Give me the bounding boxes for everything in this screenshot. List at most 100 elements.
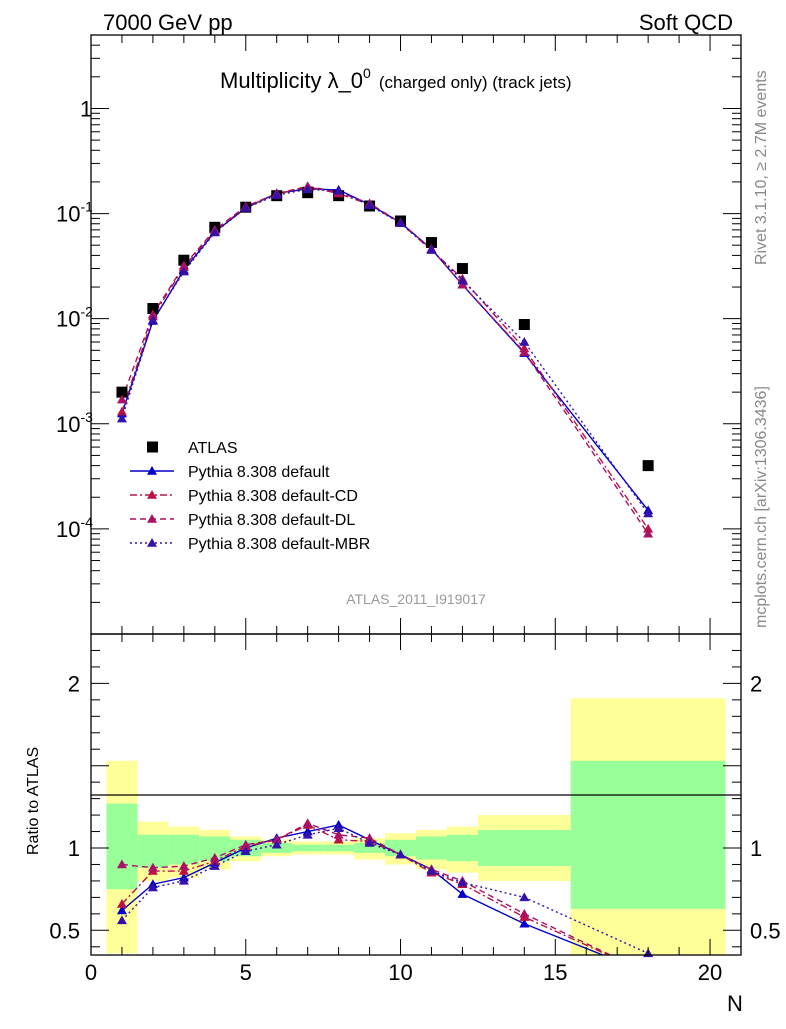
pythia-8-308-default-dl-ratio-marker bbox=[209, 852, 220, 862]
main-series-markers bbox=[116, 181, 654, 538]
pythia-8-308-default-cd-ratio-line bbox=[121, 824, 610, 955]
ratio-series-lines bbox=[121, 822, 649, 955]
ratio-y-tick-label-right: 0.5 bbox=[750, 918, 781, 943]
pythia-8-308-default-mbr-line bbox=[121, 188, 649, 514]
pythia-8-308-default-dl-ratio-marker bbox=[147, 862, 158, 872]
pythia-8-308-default-mbr-marker bbox=[457, 275, 468, 285]
main-panel: 10-4 10-3 10-2 10-1 1 bbox=[56, 34, 742, 635]
ratio-axis-ticks bbox=[90, 633, 742, 955]
atlas-marker bbox=[178, 254, 190, 266]
pythia-8-308-default-mbr-marker bbox=[643, 508, 654, 518]
pythia-8-308-default-mbr-ratio-marker bbox=[271, 839, 282, 849]
pythia-8-308-default-mbr-marker bbox=[395, 218, 406, 227]
ratio-band-inner bbox=[446, 834, 478, 862]
title-subtext: (charged only) (track jets) bbox=[379, 73, 572, 92]
pythia-8-308-default-mbr-marker bbox=[426, 245, 437, 254]
pythia-8-308-default-mbr-marker bbox=[147, 315, 158, 324]
legend: ATLAS Pythia 8.308 default Pythia 8.308 de… bbox=[130, 440, 370, 553]
pythia-8-308-default-ratio-line bbox=[121, 824, 605, 955]
pythia-8-308-default-ratio-marker bbox=[457, 889, 468, 898]
pythia-8-308-default-mbr-ratio-marker bbox=[364, 838, 375, 847]
pythia-8-308-default-dl-ratio-marker bbox=[271, 834, 282, 844]
pythia-8-308-default-dl-marker bbox=[116, 394, 127, 404]
pythia-8-308-default-mbr-ratio-marker bbox=[178, 875, 189, 885]
ratio-band-inner bbox=[137, 834, 169, 868]
pythia-8-308-default-line bbox=[121, 188, 649, 511]
pythia-8-308-default-dl-ratio-marker bbox=[116, 859, 127, 869]
legend-symbol bbox=[147, 441, 158, 453]
atlas-marker bbox=[147, 302, 159, 314]
main-y-tick-label: 10-1 bbox=[56, 199, 93, 227]
ratio-y-tick-label-left: 0.5 bbox=[49, 918, 80, 943]
main-y-tick-label: 10-4 bbox=[56, 514, 93, 542]
pythia-8-308-default-mbr-marker bbox=[333, 185, 344, 195]
ratio-band-inner bbox=[416, 836, 447, 860]
ratio-y-tick-label-right: 2 bbox=[750, 671, 762, 696]
title-main: Multiplicity λ_0 bbox=[220, 68, 363, 93]
pythia-8-308-default-cd-marker bbox=[116, 406, 127, 416]
plot-title: Multiplicity λ_00 (charged only) (track j… bbox=[220, 65, 572, 93]
pythia-8-308-default-mbr-marker bbox=[240, 202, 251, 212]
x-tick-label: 0 bbox=[85, 960, 97, 985]
legend-label: Pythia 8.308 default-MBR bbox=[188, 536, 370, 553]
energy-label: 7000 GeV pp bbox=[103, 10, 233, 35]
legend-symbol bbox=[147, 490, 157, 499]
pythia-8-308-default-mbr-ratio-marker bbox=[333, 823, 344, 832]
pythia-8-308-default-mbr-ratio-marker bbox=[395, 849, 406, 859]
pythia-8-308-default-ratio-marker bbox=[116, 905, 127, 915]
pythia-8-308-default-mbr-ratio-marker bbox=[519, 892, 530, 902]
ratio-y-tick-label-left: 2 bbox=[68, 671, 80, 696]
pythia-8-308-default-mbr-ratio-marker bbox=[302, 829, 313, 839]
mcplots-label: mcplots.cern.ch [arXiv:1306.3436] bbox=[753, 386, 770, 628]
pythia-8-308-default-mbr-marker bbox=[364, 200, 375, 210]
main-series-lines bbox=[121, 185, 649, 535]
atlas-marker bbox=[518, 319, 530, 331]
pythia-8-308-default-dl-marker bbox=[643, 528, 654, 538]
x-tick-label: 10 bbox=[388, 960, 412, 985]
x-tick-label: 5 bbox=[240, 960, 252, 985]
pythia-8-308-default-dl-ratio-line bbox=[121, 822, 612, 955]
pythia-8-308-default-dl-ratio-marker bbox=[519, 908, 530, 918]
pythia-8-308-default-dl-ratio-marker bbox=[302, 818, 313, 828]
legend-symbol bbox=[147, 514, 157, 523]
pythia-8-308-default-mbr-ratio-marker bbox=[240, 846, 251, 856]
ratio-y-tick-label-left: 1 bbox=[68, 836, 80, 861]
main-y-tick-label: 1 bbox=[80, 96, 92, 121]
ratio-band-inner bbox=[168, 834, 200, 865]
pythia-8-308-default-mbr-marker bbox=[271, 190, 282, 199]
pythia-8-308-default-dl-ratio-marker bbox=[364, 833, 375, 842]
legend-entry-atlas: ATLAS bbox=[147, 440, 238, 457]
x-axis-label: N bbox=[727, 991, 743, 1016]
title-superscript: 0 bbox=[363, 65, 371, 81]
main-y-tick-label: 10-3 bbox=[56, 409, 93, 437]
ratio-panel: 0.5 0.51 12 20 5 10 15 20 bbox=[49, 633, 781, 985]
pythia-8-308-default-dl-ratio-marker bbox=[333, 829, 344, 839]
ratio-y-axis-label: Ratio to ATLAS bbox=[25, 747, 42, 855]
pythia-8-308-default-cd-marker bbox=[643, 523, 654, 533]
x-tick-label: 20 bbox=[698, 960, 722, 985]
legend-label: Pythia 8.308 default-DL bbox=[188, 512, 355, 529]
ratio-band-inner bbox=[323, 844, 355, 852]
legend-label: Pythia 8.308 default bbox=[188, 464, 330, 481]
ratio-frame bbox=[90, 633, 742, 956]
legend-entry-pythia-8-308-default-mbr: Pythia 8.308 default-MBR bbox=[130, 536, 370, 553]
pythia-8-308-default-dl-ratio-marker bbox=[178, 861, 189, 870]
ratio-band-inner bbox=[354, 843, 386, 853]
x-tick-label: 15 bbox=[543, 960, 567, 985]
legend-symbol bbox=[147, 538, 157, 547]
pythia-8-308-default-dl-marker bbox=[178, 260, 189, 270]
pythia-8-308-default-mbr-marker bbox=[519, 336, 530, 346]
ratio-tick-labels: 0.5 0.51 12 20 5 10 15 20 bbox=[49, 671, 780, 985]
legend-entry-pythia-8-308-default-dl: Pythia 8.308 default-DL bbox=[130, 512, 355, 529]
main-y-tick-label: 10-2 bbox=[56, 304, 93, 332]
pythia-8-308-default-dl-marker bbox=[519, 347, 530, 356]
pythia-8-308-default-mbr-marker bbox=[178, 266, 189, 276]
pythia-8-308-default-mbr-ratio-marker bbox=[116, 915, 127, 925]
ratio-band-inner bbox=[292, 844, 324, 852]
legend-label: ATLAS bbox=[188, 440, 238, 457]
svg-text:Multiplicity λ_00(charged only: Multiplicity λ_00 (charged only) (track j… bbox=[220, 65, 572, 93]
pythia-8-308-default-mbr-ratio-line bbox=[121, 827, 649, 954]
pythia-8-308-default-mbr-marker bbox=[209, 227, 220, 237]
legend-entry-pythia-8-308-default: Pythia 8.308 default bbox=[130, 464, 330, 481]
